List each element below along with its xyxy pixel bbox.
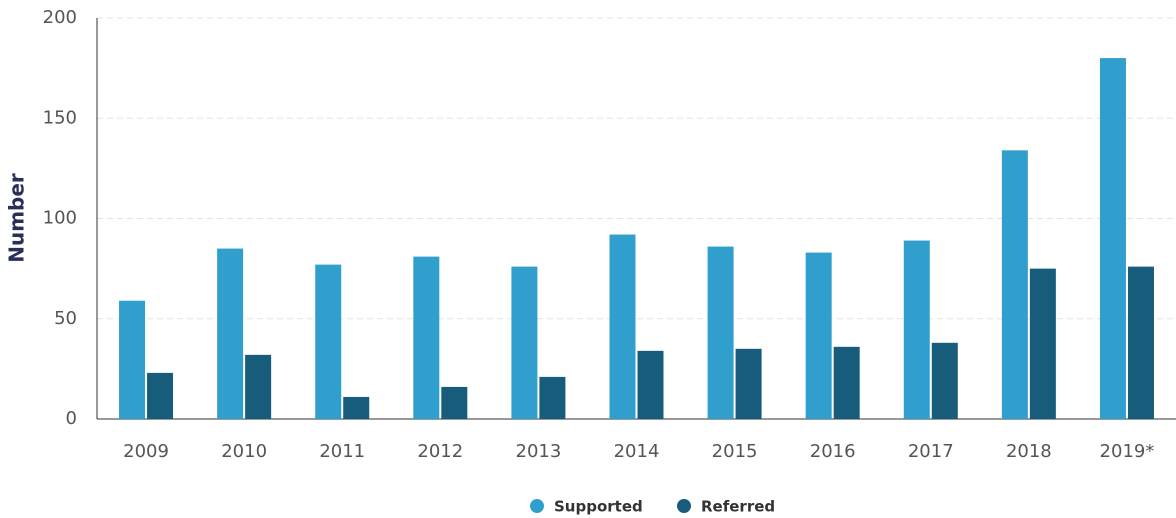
x-tick-label: 2010 [221, 441, 267, 462]
bar [539, 376, 566, 419]
bar [735, 348, 762, 419]
legend-label: Referred [701, 498, 775, 516]
bar [1029, 268, 1056, 419]
bar [805, 252, 832, 419]
bar [147, 372, 174, 419]
bar [119, 300, 146, 419]
y-tick-label: 200 [43, 7, 77, 28]
bar [413, 256, 440, 419]
bar [931, 342, 958, 419]
bar [1099, 58, 1126, 419]
bar [833, 346, 860, 419]
x-tick-label: 2012 [417, 441, 463, 462]
x-tick-label: 2018 [1006, 441, 1052, 462]
legend-marker [530, 499, 544, 513]
bar [441, 386, 468, 419]
y-tick-label: 50 [54, 308, 77, 329]
legend-marker [677, 499, 691, 513]
bar [343, 396, 370, 419]
x-tick-label: 2011 [319, 441, 365, 462]
bar [245, 354, 272, 419]
x-tick-label: 2017 [908, 441, 954, 462]
bar [707, 246, 734, 419]
legend-label: Supported [554, 498, 643, 516]
bar [315, 264, 342, 419]
bar [511, 266, 538, 419]
x-tick-label: 2016 [810, 441, 856, 462]
bar [1127, 266, 1154, 419]
y-tick-label: 150 [43, 107, 77, 128]
y-tick-label: 0 [66, 408, 77, 429]
bar [903, 240, 930, 419]
bar [1001, 150, 1028, 419]
y-axis-label: Number [5, 173, 29, 263]
y-tick-label: 100 [43, 208, 77, 229]
x-tick-label: 2015 [712, 441, 758, 462]
bar [637, 350, 664, 419]
bar [217, 248, 244, 419]
bar [609, 234, 636, 419]
x-tick-label: 2009 [123, 441, 169, 462]
x-tick-label: 2019* [1100, 441, 1155, 462]
x-tick-label: 2014 [614, 441, 660, 462]
x-tick-label: 2013 [516, 441, 562, 462]
